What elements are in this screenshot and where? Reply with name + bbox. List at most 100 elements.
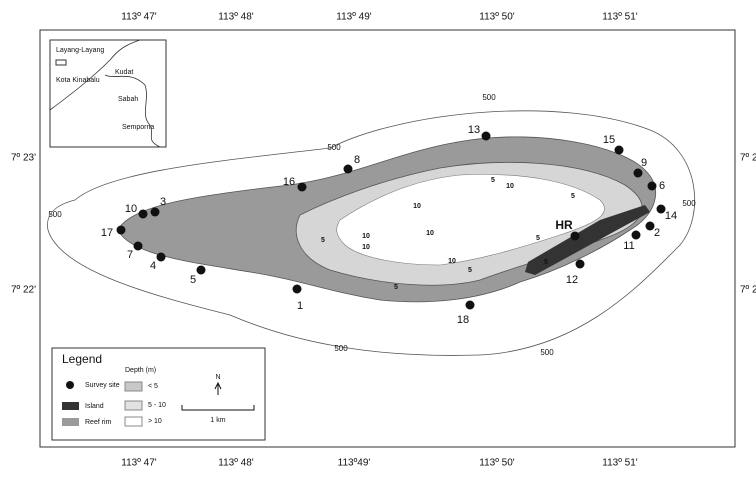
- depth-label: 10: [448, 258, 456, 265]
- survey-site: [631, 230, 641, 240]
- bottom-tick-label: 113º 47': [121, 458, 156, 469]
- site-label: 1: [297, 300, 303, 312]
- depth-label: 5: [571, 193, 575, 200]
- survey-site: [481, 131, 491, 141]
- legend-depth-icon: [124, 416, 143, 427]
- scale-bar: [181, 405, 255, 411]
- scale-label: 1 km: [210, 417, 225, 424]
- legend-label: > 10: [148, 418, 162, 425]
- contour-label: 500: [682, 199, 696, 208]
- legend-depth-icon: [124, 400, 143, 411]
- survey-site: [645, 221, 655, 231]
- legend-reef-icon: [62, 418, 79, 426]
- site-label: 18: [457, 314, 469, 326]
- site-label: 16: [283, 176, 295, 188]
- depth-label: 10: [362, 233, 370, 240]
- island: [525, 205, 650, 275]
- inset-label: Layang-Layang: [56, 47, 104, 54]
- depth-label: 5: [536, 235, 540, 242]
- legend-label: < 5: [148, 383, 158, 390]
- legend-title: Legend: [62, 352, 102, 366]
- lagoon-deep: [336, 174, 605, 266]
- depth-label: 10: [413, 203, 421, 210]
- inset-label: Semporna: [122, 124, 154, 131]
- survey-site: [575, 259, 585, 269]
- legend-label: Island: [85, 403, 104, 410]
- top-tick-label: 113º 50': [479, 12, 514, 23]
- legend-frame: [51, 347, 266, 441]
- legend: [51, 347, 266, 441]
- depth-label: 10: [506, 183, 514, 190]
- contour-label: 500: [327, 143, 341, 152]
- survey-site: [633, 168, 643, 178]
- depth-label: 10: [362, 244, 370, 251]
- site-label: 8: [354, 154, 360, 166]
- north-arrow: [214, 381, 222, 395]
- site-label: 10: [125, 203, 137, 215]
- bottom-tick-label: 113º 51': [602, 458, 637, 469]
- site-label: 9: [641, 157, 647, 169]
- legend-site-icon: [66, 381, 74, 389]
- site-label: 11: [623, 240, 634, 252]
- site-label: 4: [150, 260, 156, 272]
- survey-site: [570, 231, 580, 241]
- depth-label: 5: [468, 267, 472, 274]
- inset-label: Sabah: [118, 96, 138, 103]
- top-tick-label: 113º 48': [218, 12, 253, 23]
- left-tick-label: 7º 22': [11, 285, 36, 296]
- site-label: 14: [665, 210, 677, 222]
- site-label: 17: [101, 227, 113, 239]
- survey-site: [156, 252, 166, 262]
- site-label: 6: [659, 180, 665, 192]
- survey-site: [150, 207, 160, 217]
- legend-label: 5 - 10: [148, 402, 166, 409]
- depth-label: 5: [394, 284, 398, 291]
- bottom-tick-label: 113º49': [338, 458, 371, 469]
- depth-label: 5: [321, 237, 325, 244]
- contour-label: 500: [334, 344, 348, 353]
- inset-coast: [49, 39, 161, 148]
- top-tick-label: 113º 49': [336, 12, 371, 23]
- legend-label: Reef rim: [85, 419, 112, 426]
- contour-label: 500: [482, 93, 496, 102]
- legend-label: Depth (m): [125, 367, 156, 374]
- inset-label: Kudat: [115, 69, 133, 76]
- site-label: 12: [566, 274, 578, 286]
- survey-site: [614, 145, 624, 155]
- site-label: 5: [190, 274, 196, 286]
- top-tick-label: 113º 51': [602, 12, 637, 23]
- legend-depth-icon: [124, 381, 143, 392]
- inset: [49, 39, 167, 148]
- survey-site: [116, 225, 126, 235]
- hr-label: HR: [555, 218, 573, 232]
- bottom-tick-label: 113º 50': [479, 458, 514, 469]
- depth-label: 10: [426, 230, 434, 237]
- survey-site: [133, 241, 143, 251]
- inset-frame: [49, 39, 167, 148]
- survey-site: [343, 164, 353, 174]
- survey-site: [292, 284, 302, 294]
- legend-island-icon: [62, 402, 79, 410]
- contour-label: 500: [540, 348, 554, 357]
- north-label: N: [215, 374, 220, 381]
- bottom-tick-label: 113º 48': [218, 458, 253, 469]
- survey-site: [196, 265, 206, 275]
- contour-500: [47, 110, 696, 356]
- survey-site: [656, 204, 666, 214]
- survey-site: [647, 181, 657, 191]
- site-label: 2: [654, 227, 660, 239]
- top-tick-label: 113º 47': [121, 12, 156, 23]
- contour-label: 500: [48, 210, 62, 219]
- inset-marker: [55, 59, 67, 66]
- site-label: 13: [468, 124, 480, 136]
- site-label: 3: [160, 196, 166, 208]
- right-tick-label: 7º 23': [740, 153, 756, 164]
- depth-label: 5: [544, 259, 548, 266]
- site-label: 15: [603, 134, 615, 146]
- site-label: 7: [127, 249, 133, 261]
- survey-site: [138, 209, 148, 219]
- depth-label: 5: [491, 177, 495, 184]
- right-tick-label: 7º 22': [740, 285, 756, 296]
- legend-label: Survey site: [85, 382, 120, 389]
